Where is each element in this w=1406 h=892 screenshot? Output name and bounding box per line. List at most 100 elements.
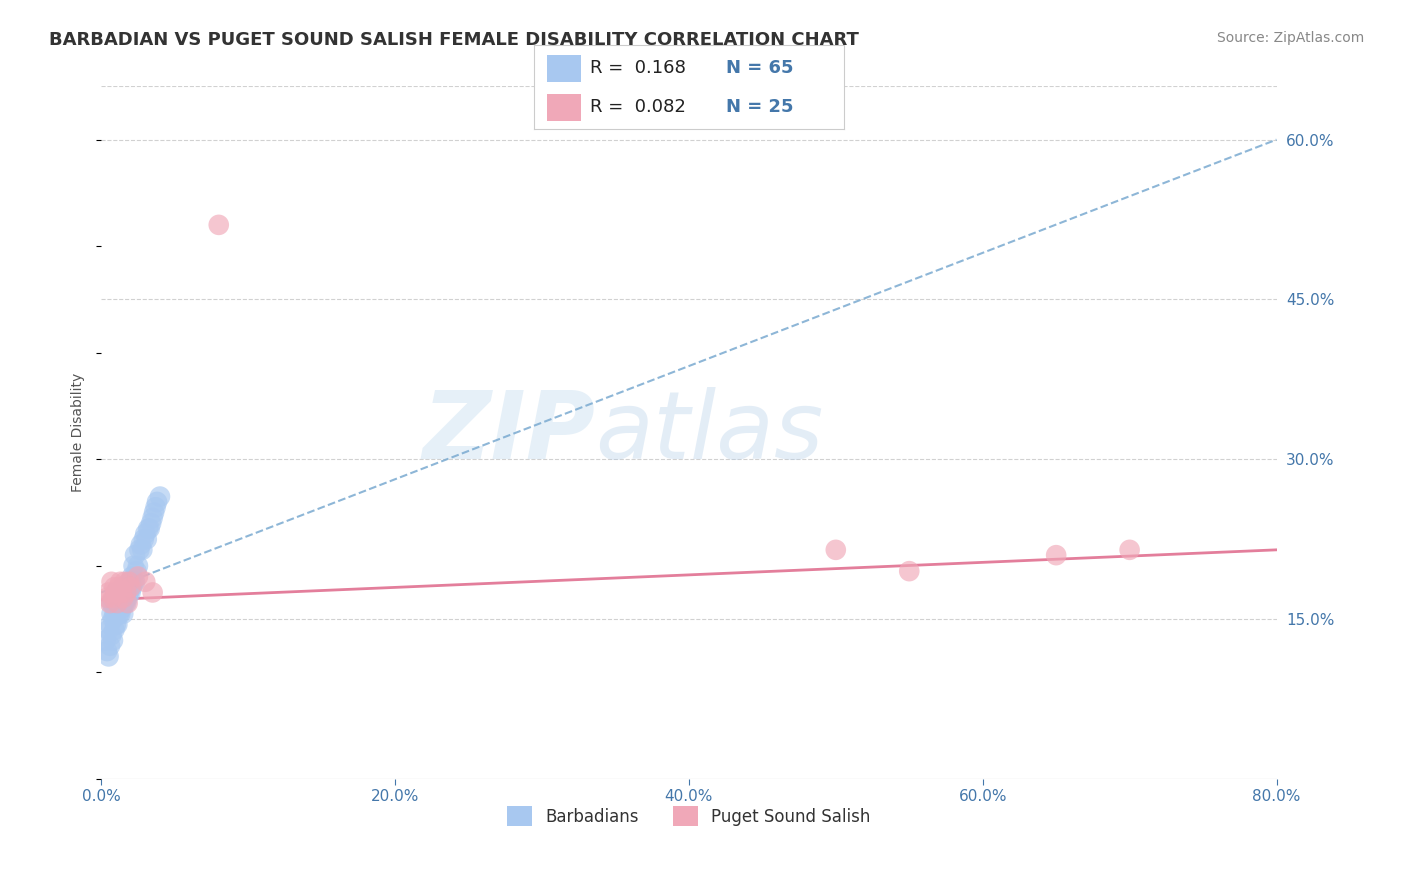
Point <box>103 623 125 637</box>
Point <box>1118 542 1140 557</box>
Point <box>138 522 160 536</box>
Point <box>115 585 138 599</box>
Text: atlas: atlas <box>595 387 823 478</box>
Point <box>100 628 122 642</box>
Point <box>100 607 122 621</box>
Point <box>104 607 127 621</box>
Point <box>100 596 122 610</box>
FancyBboxPatch shape <box>547 94 581 120</box>
Point <box>149 490 172 504</box>
Text: ZIP: ZIP <box>422 386 595 479</box>
Point <box>121 569 143 583</box>
Point <box>145 500 167 515</box>
Point <box>97 649 120 664</box>
Point <box>101 596 124 610</box>
Point <box>105 601 128 615</box>
Point <box>104 585 127 599</box>
Point <box>132 532 155 546</box>
Point <box>118 574 141 589</box>
Point <box>114 585 136 599</box>
Point <box>117 596 139 610</box>
Point <box>208 218 231 232</box>
Point <box>101 633 124 648</box>
Point <box>898 564 921 578</box>
Text: R =  0.168: R = 0.168 <box>591 60 686 78</box>
Point <box>108 585 131 599</box>
Point <box>101 612 124 626</box>
Point <box>98 617 121 632</box>
Point <box>120 574 142 589</box>
Point <box>108 596 131 610</box>
Point <box>128 542 150 557</box>
Point <box>112 607 135 621</box>
Y-axis label: Female Disability: Female Disability <box>72 373 86 492</box>
Point <box>135 532 157 546</box>
Legend: Barbadians, Puget Sound Salish: Barbadians, Puget Sound Salish <box>501 799 877 833</box>
Text: N = 65: N = 65 <box>725 60 793 78</box>
Point <box>124 548 146 562</box>
Point <box>120 580 142 594</box>
Point <box>142 585 165 599</box>
Point <box>108 580 131 594</box>
Text: BARBADIAN VS PUGET SOUND SALISH FEMALE DISABILITY CORRELATION CHART: BARBADIAN VS PUGET SOUND SALISH FEMALE D… <box>49 31 859 49</box>
Point <box>118 585 141 599</box>
Point <box>104 617 127 632</box>
Point <box>127 558 149 573</box>
Point <box>122 574 145 589</box>
Point <box>129 537 152 551</box>
Point <box>146 495 169 509</box>
Point <box>103 607 125 621</box>
Point <box>96 591 118 605</box>
Point <box>115 596 138 610</box>
Point <box>98 596 121 610</box>
Point <box>114 574 136 589</box>
Point <box>112 596 135 610</box>
Point <box>118 574 141 589</box>
Point <box>110 596 132 610</box>
Point <box>131 542 153 557</box>
Point <box>97 585 120 599</box>
Point <box>110 585 132 599</box>
Point <box>124 574 146 589</box>
Point <box>1045 548 1067 562</box>
Point <box>115 585 138 599</box>
Point <box>104 585 127 599</box>
Point <box>96 644 118 658</box>
Point <box>105 596 128 610</box>
Point <box>120 585 142 599</box>
Point <box>103 591 125 605</box>
Point <box>103 580 125 594</box>
Point <box>824 542 846 557</box>
Point <box>111 601 134 615</box>
Point <box>111 585 134 599</box>
Point <box>136 522 159 536</box>
Point <box>141 516 163 531</box>
Point <box>127 569 149 583</box>
Point <box>105 617 128 632</box>
Point <box>117 580 139 594</box>
Point <box>100 574 122 589</box>
FancyBboxPatch shape <box>547 54 581 82</box>
Point <box>98 639 121 653</box>
Point <box>125 564 148 578</box>
Point <box>143 506 166 520</box>
Point <box>117 591 139 605</box>
Point <box>112 591 135 605</box>
Point <box>108 607 131 621</box>
Point <box>104 596 127 610</box>
Text: R =  0.082: R = 0.082 <box>591 98 686 116</box>
Point <box>134 574 156 589</box>
Point <box>94 633 117 648</box>
Point <box>97 623 120 637</box>
Point <box>114 596 136 610</box>
Point <box>121 580 143 594</box>
Point <box>110 607 132 621</box>
Point <box>105 591 128 605</box>
Point <box>142 511 165 525</box>
Text: Source: ZipAtlas.com: Source: ZipAtlas.com <box>1216 31 1364 45</box>
Point <box>134 526 156 541</box>
Point <box>111 585 134 599</box>
Text: N = 25: N = 25 <box>725 98 793 116</box>
Point <box>110 574 132 589</box>
Point <box>112 580 135 594</box>
